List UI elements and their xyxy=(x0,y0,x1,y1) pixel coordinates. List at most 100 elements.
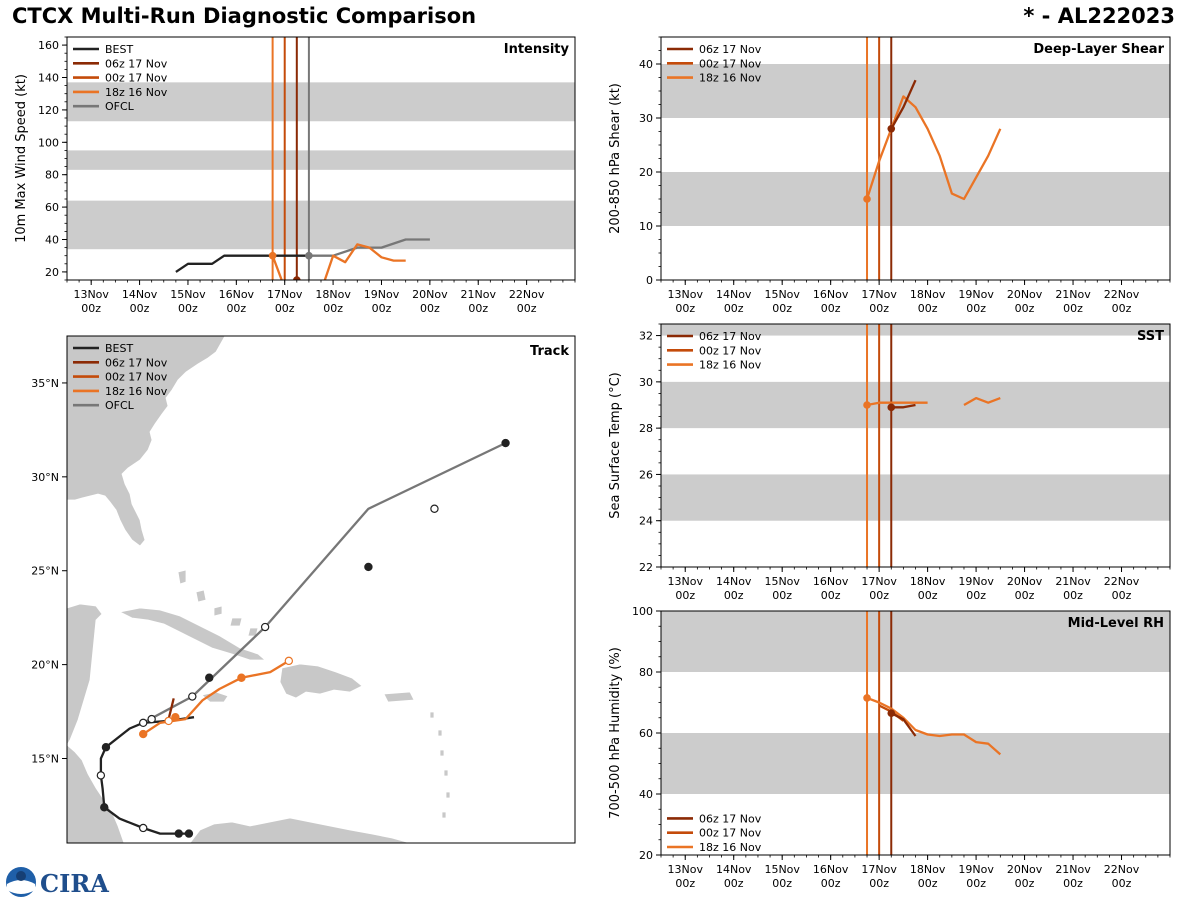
rh-series-06z-17-nov-2 xyxy=(890,712,917,737)
intensity-band-0 xyxy=(67,200,575,250)
legend-label-06z-17-nov: 06z 17 Nov xyxy=(699,43,762,56)
intensity-xtick-label-hour: 00z xyxy=(372,302,392,315)
shear-xtick-label-day: 22Nov xyxy=(1104,288,1140,301)
sst-ytick-label: 24 xyxy=(639,515,653,528)
shear-ytick-label: 20 xyxy=(639,166,653,179)
track-frame xyxy=(66,335,576,844)
legend-label-18z-16-nov: 18z 16 Nov xyxy=(105,385,168,398)
shear-marker-06z-17-nov-1 xyxy=(887,125,896,133)
shear-xtick-label-day: 14Nov xyxy=(716,288,752,301)
track-point-ofcl-10 xyxy=(260,622,270,632)
sst-series-group xyxy=(863,396,1001,412)
legend-label-00z-17-nov: 00z 17 Nov xyxy=(105,371,168,384)
rh-xtick-label-day: 16Nov xyxy=(813,863,849,876)
legend-label-06z-17-nov: 06z 17 Nov xyxy=(105,356,168,369)
sst-xtick-label-day: 21Nov xyxy=(1055,575,1091,588)
sst-title: SST xyxy=(1137,329,1164,344)
track-point-ofcl-13 xyxy=(501,438,510,448)
rh-ytick-label: 20 xyxy=(639,849,653,862)
sst-xtick-label-day: 13Nov xyxy=(668,575,704,588)
intensity-xtick-label-day: 19Nov xyxy=(364,288,400,301)
intensity-band-2 xyxy=(67,82,575,122)
track-point-18z-16-nov-16 xyxy=(171,712,180,722)
rh-xtick-label-hour: 00z xyxy=(966,877,986,890)
intensity-ytick-label: 120 xyxy=(38,104,59,117)
shear-series-group xyxy=(863,79,1002,203)
track-point-best-2 xyxy=(138,823,148,833)
intensity-ytick-label: 80 xyxy=(45,169,59,182)
intensity-series-18z-16-nov-2 xyxy=(271,243,406,280)
shear-xtick-label-day: 16Nov xyxy=(813,288,849,301)
sst-xtick-label-day: 14Nov xyxy=(716,575,752,588)
rh-ytick-label: 100 xyxy=(632,605,653,618)
legend-label-18z-16-nov: 18z 16 Nov xyxy=(105,86,168,99)
sst-marker-06z-17-nov-1 xyxy=(887,403,896,412)
track-point-ofcl-11 xyxy=(364,562,373,572)
legend-label-00z-17-nov: 00z 17 Nov xyxy=(105,72,168,85)
sst-xtick-label-day: 19Nov xyxy=(958,575,994,588)
legend-label-18z-16-nov: 18z 16 Nov xyxy=(699,841,762,854)
rh-xtick-label-day: 20Nov xyxy=(1007,863,1043,876)
sst-xtick-label-day: 16Nov xyxy=(813,575,849,588)
land-north-america xyxy=(67,336,226,547)
sst-marker-18z-16-nov-0 xyxy=(863,401,871,409)
rh-xtick-label-hour: 00z xyxy=(772,877,792,890)
shear-ytick-label: 10 xyxy=(639,220,653,233)
rh-ytick-label: 60 xyxy=(639,727,653,740)
sst-xtick-label-day: 22Nov xyxy=(1104,575,1140,588)
legend-label-18z-16-nov: 18z 16 Nov xyxy=(699,72,762,85)
shear-xtick-label-hour: 00z xyxy=(918,302,938,315)
page-title: CTCX Multi-Run Diagnostic Comparison xyxy=(12,4,477,28)
sst-series-18z-16-nov-1 xyxy=(963,396,1001,406)
intensity-marker-06z-17-nov-1 xyxy=(293,276,301,280)
shear-xtick-label-hour: 00z xyxy=(966,302,986,315)
rh-band-0 xyxy=(661,733,1170,794)
legend-label-00z-17-nov: 00z 17 Nov xyxy=(699,57,762,70)
intensity-xtick-label-day: 17Nov xyxy=(267,288,303,301)
shear-band-0 xyxy=(661,172,1170,226)
intensity-panel: 2040608010012014016013Nov00z14Nov00z15No… xyxy=(14,36,576,315)
rh-xtick-label-day: 21Nov xyxy=(1055,863,1091,876)
land-south-america xyxy=(189,817,411,843)
track-ytick-label: 15°N xyxy=(31,753,59,766)
shear-panel: 01020304013Nov00z14Nov00z15Nov00z16Nov00… xyxy=(608,36,1171,315)
shear-ytick-label: 30 xyxy=(639,112,653,125)
rh-xtick-label-day: 17Nov xyxy=(861,863,897,876)
legend-label-18z-16-nov: 18z 16 Nov xyxy=(699,359,762,372)
legend-label-00z-17-nov: 00z 17 Nov xyxy=(699,827,762,840)
rh-marker-18z-16-nov-0 xyxy=(863,694,871,702)
shear-xtick-label-hour: 00z xyxy=(869,302,889,315)
shear-ytick-label: 0 xyxy=(646,274,653,287)
shear-xtick-label-day: 21Nov xyxy=(1055,288,1091,301)
intensity-xtick-label-hour: 00z xyxy=(178,302,198,315)
rh-panel: 2040608010013Nov00z14Nov00z15Nov00z16Nov… xyxy=(608,605,1171,890)
track-point-ofcl-8 xyxy=(188,692,197,701)
sst-ytick-label: 30 xyxy=(639,376,653,389)
intensity-series-06z-17-nov-3 xyxy=(296,279,299,280)
intensity-series-group xyxy=(175,238,430,280)
intensity-xtick-label-hour: 00z xyxy=(517,302,537,315)
track-line-18z-16-nov-2 xyxy=(142,659,290,736)
intensity-xtick-label-day: 15Nov xyxy=(170,288,206,301)
rh-ytick-label: 80 xyxy=(639,666,653,679)
intensity-xtick-label-hour: 00z xyxy=(226,302,246,315)
sst-xtick-label-day: 20Nov xyxy=(1007,575,1043,588)
track-point-18z-16-nov-15 xyxy=(164,716,173,726)
shear-xtick-label-day: 19Nov xyxy=(958,288,994,301)
sst-band-0 xyxy=(661,474,1170,521)
intensity-xtick-label-hour: 00z xyxy=(323,302,343,315)
sst-series-06z-17-nov-2 xyxy=(891,403,916,409)
rh-xtick-label-hour: 00z xyxy=(869,877,889,890)
legend-label-best: BEST xyxy=(105,342,133,355)
land-cuba xyxy=(118,607,267,661)
land-hispaniola xyxy=(279,663,363,699)
sst-xtick-label-hour: 00z xyxy=(675,589,695,602)
track-point-best-6 xyxy=(138,718,148,728)
land-bahamas xyxy=(177,569,259,637)
intensity-xtick-label-day: 14Nov xyxy=(122,288,158,301)
intensity-ytick-label: 140 xyxy=(38,72,59,85)
rh-series-group xyxy=(863,694,1002,756)
rh-xtick-label-hour: 00z xyxy=(1015,877,1035,890)
track-ytick-label: 30°N xyxy=(31,471,59,484)
intensity-xtick-label-hour: 00z xyxy=(275,302,295,315)
